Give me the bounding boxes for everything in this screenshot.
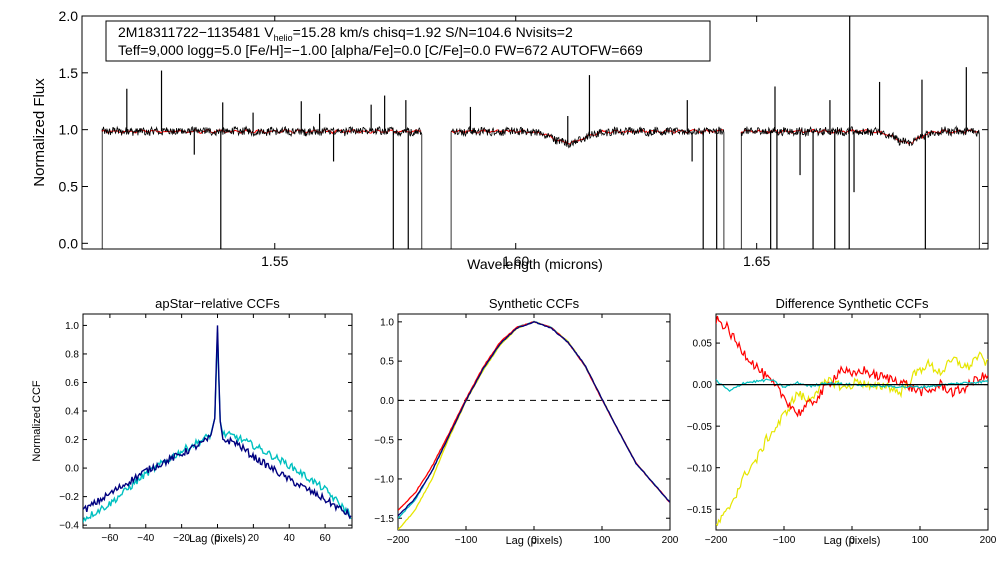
x-tick-label: 200 [980, 535, 997, 546]
panel-title: Synthetic CCFs [489, 296, 580, 311]
difference-ccf-yellow [716, 351, 988, 527]
synthetic-ccf-navy [398, 321, 670, 517]
x-tick-label: 60 [320, 533, 332, 544]
x-tick-label: 1.60 [502, 253, 529, 269]
y-tick-label: 0.2 [65, 435, 79, 446]
x-tick-label: −200 [705, 535, 728, 546]
synthetic-ccf-cyan [398, 320, 670, 519]
x-tick-label: −100 [773, 535, 796, 546]
info-box [105, 20, 711, 62]
x-tick-label: −200 [387, 535, 410, 546]
y-tick-label: 0.0 [65, 464, 79, 475]
y-tick-label: −0.10 [687, 463, 713, 474]
synthetic-ccf-panel: −200 −100 0 100 200 −1.5 −1.0 −0.5 0.0 0.5 1.0 Lag … [374, 296, 679, 547]
x-tick-label: 1.55 [261, 253, 288, 269]
y-tick-label: −0.4 [59, 521, 79, 532]
y-tick-label: −0.05 [687, 422, 713, 433]
x-tick-label: 0 [849, 535, 855, 546]
x-tick-label: 100 [912, 535, 929, 546]
y-tick-label: 2.0 [59, 8, 79, 24]
x-tick-label: 200 [662, 535, 679, 546]
observed-spectrum-chip-3 [740, 125, 980, 249]
y-tick-label: −0.5 [374, 435, 394, 446]
y-tick-label: −1.0 [374, 475, 394, 486]
plot-frame [715, 313, 989, 531]
y-tick-label: 1.0 [59, 122, 79, 138]
y-axis-label: Normalized Flux [31, 78, 48, 187]
x-tick-label: −100 [455, 535, 478, 546]
difference-ccf-panel: −200 −100 0 100 200 −0.15 −0.10 −0.05 0.00 0.05 La… [687, 296, 997, 547]
y-tick-label: 0.6 [65, 378, 79, 389]
x-tick-label: −20 [173, 533, 190, 544]
x-tick-label: 0 [215, 533, 221, 544]
synthetic-ccf-red [398, 320, 670, 511]
x-tick-label: −40 [137, 533, 154, 544]
y-tick-label: 0.00 [693, 380, 713, 391]
x-axis-label: Lag (pixels) [506, 535, 563, 547]
y-tick-label: 0.0 [380, 396, 394, 407]
difference-ccf-red [716, 315, 988, 418]
plot-frame [81, 15, 989, 250]
y-tick-label: 1.0 [65, 321, 79, 332]
object-id-and-velocity-label: 2M18311722−1135481 V [118, 24, 274, 40]
x-tick-label: 0 [531, 535, 537, 546]
x-axis-label: Lag (pixels) [824, 535, 881, 547]
spectrum-panel: 1.55 1.60 1.65 0.0 0.5 1.0 1.5 2.0 Wavelength (m… [31, 8, 989, 272]
y-tick-label: −1.5 [374, 514, 394, 525]
y-tick-label: 0.05 [693, 339, 713, 350]
x-tick-label: −60 [101, 533, 118, 544]
ccf-line-visit-1 [83, 325, 352, 520]
y-tick-label: 1.5 [59, 65, 79, 81]
y-tick-label: −0.15 [687, 505, 713, 516]
y-tick-label: 0.5 [59, 179, 79, 195]
panel-title: apStar−relative CCFs [155, 296, 280, 311]
info-line-1: 2M18311722−1135481 Vhelio=15.28 km/s chi… [118, 24, 573, 43]
y-tick-label: −0.2 [59, 492, 79, 503]
x-tick-label: 100 [594, 535, 611, 546]
synthetic-ccf-yellow [398, 320, 670, 530]
x-axis-label: Wavelength (microns) [467, 256, 603, 272]
helio-subscript: helio [274, 33, 293, 43]
panel-title: Difference Synthetic CCFs [776, 296, 929, 311]
fit-statistics: =15.28 km/s chisq=1.92 S/N=104.6 Nvisits… [293, 24, 573, 40]
x-axis-label: Lag (pixels) [189, 533, 246, 545]
x-tick-label: 20 [248, 533, 260, 544]
y-axis-label: Normalized CCF [31, 380, 43, 462]
plot-frame [397, 313, 671, 531]
y-tick-label: 0.8 [65, 350, 79, 361]
y-tick-label: 0.5 [380, 357, 394, 368]
y-tick-label: 0.0 [59, 235, 79, 251]
info-line-2: Teff=9,000 logg=5.0 [Fe/H]=−1.00 [alpha/… [118, 42, 643, 58]
x-tick-label: 1.65 [743, 253, 770, 269]
y-tick-label: 0.4 [65, 407, 79, 418]
observed-spectrum-chip-1 [101, 125, 423, 249]
apstar-ccf-panel: −60 −40 −20 0 20 40 60 −0.4 −0.2 0.0 0.2 0.4 0.6 0.8 1… [31, 296, 353, 545]
y-tick-label: 1.0 [380, 317, 394, 328]
observed-spectrum-chip-2 [450, 125, 725, 249]
x-tick-label: 40 [284, 533, 296, 544]
